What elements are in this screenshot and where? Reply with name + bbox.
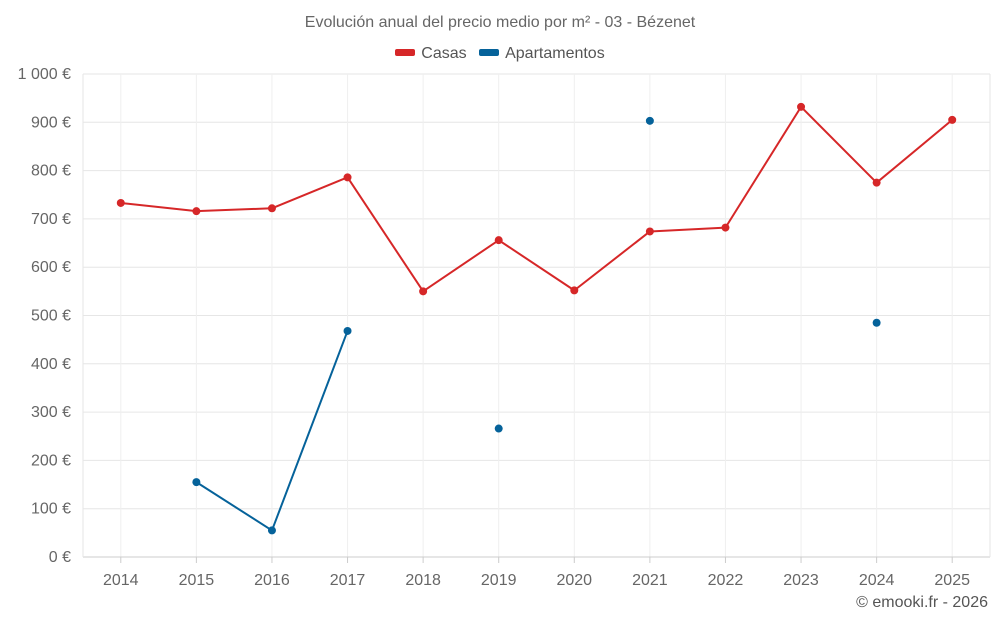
data-point-casas[interactable] bbox=[419, 287, 428, 296]
data-point-casas[interactable] bbox=[721, 223, 730, 232]
data-point-casas[interactable] bbox=[570, 286, 579, 295]
y-tick-label: 1 000 € bbox=[18, 66, 71, 83]
legend-item-casas[interactable]: Casas bbox=[395, 45, 467, 63]
series-line-casas bbox=[120, 105, 953, 293]
data-point-casas[interactable] bbox=[267, 204, 276, 213]
x-tick-label: 2017 bbox=[330, 572, 366, 589]
x-tick-label: 2025 bbox=[934, 572, 970, 589]
legend: Casas Apartamentos bbox=[0, 45, 1000, 63]
legend-item-apartamentos[interactable]: Apartamentos bbox=[479, 45, 605, 63]
y-tick-label: 900 € bbox=[31, 114, 71, 131]
data-point-apartamentos[interactable] bbox=[267, 526, 276, 535]
data-point-casas[interactable] bbox=[192, 207, 201, 216]
y-tick-label: 100 € bbox=[31, 501, 71, 518]
legend-label-apartamentos: Apartamentos bbox=[505, 45, 605, 62]
chart-title: Evolución anual del precio medio por m² … bbox=[304, 14, 696, 31]
data-point-apartamentos[interactable] bbox=[645, 116, 654, 125]
y-tick-label: 800 € bbox=[31, 163, 71, 180]
x-tick-label: 2020 bbox=[556, 572, 592, 589]
x-tick-label: 2019 bbox=[481, 572, 517, 589]
y-tick-label: 600 € bbox=[31, 259, 71, 276]
grid-layer bbox=[83, 73, 990, 557]
y-tick-label: 200 € bbox=[31, 452, 71, 469]
axis-layer: 0 € 100 € 200 € 300 € 400 € 500 € 600 € 700 € 80… bbox=[18, 66, 991, 589]
data-point-apartamentos[interactable] bbox=[872, 318, 881, 327]
y-tick-label: 300 € bbox=[31, 404, 71, 421]
data-point-casas[interactable] bbox=[494, 236, 503, 245]
legend-label-casas: Casas bbox=[421, 45, 467, 62]
y-tick-label: 700 € bbox=[31, 211, 71, 228]
data-point-casas[interactable] bbox=[116, 198, 125, 207]
data-point-casas[interactable] bbox=[872, 178, 881, 187]
data-point-apartamentos[interactable] bbox=[192, 478, 201, 487]
x-tick-label: 2024 bbox=[859, 572, 895, 589]
x-tick-label: 2022 bbox=[708, 572, 744, 589]
x-tick-label: 2018 bbox=[405, 572, 441, 589]
data-point-casas[interactable] bbox=[343, 173, 352, 182]
x-tick-label: 2023 bbox=[783, 572, 819, 589]
y-tick-label: 0 € bbox=[49, 549, 71, 566]
series-layer bbox=[116, 102, 957, 535]
y-tick-label: 400 € bbox=[31, 356, 71, 373]
x-tick-label: 2015 bbox=[179, 572, 215, 589]
data-point-casas[interactable] bbox=[645, 227, 654, 236]
data-point-apartamentos[interactable] bbox=[494, 424, 503, 433]
data-point-casas[interactable] bbox=[948, 115, 957, 124]
footer-credit: © emooki.fr - 2026 bbox=[856, 594, 988, 611]
legend-swatch-casas bbox=[395, 49, 416, 57]
y-tick-label: 500 € bbox=[31, 308, 71, 325]
x-tick-label: 2016 bbox=[254, 572, 290, 589]
data-point-casas[interactable] bbox=[797, 102, 806, 111]
x-tick-label: 2014 bbox=[103, 572, 139, 589]
x-tick-label: 2021 bbox=[632, 572, 668, 589]
legend-swatch-apartamentos bbox=[479, 49, 500, 57]
data-point-apartamentos[interactable] bbox=[343, 326, 352, 335]
